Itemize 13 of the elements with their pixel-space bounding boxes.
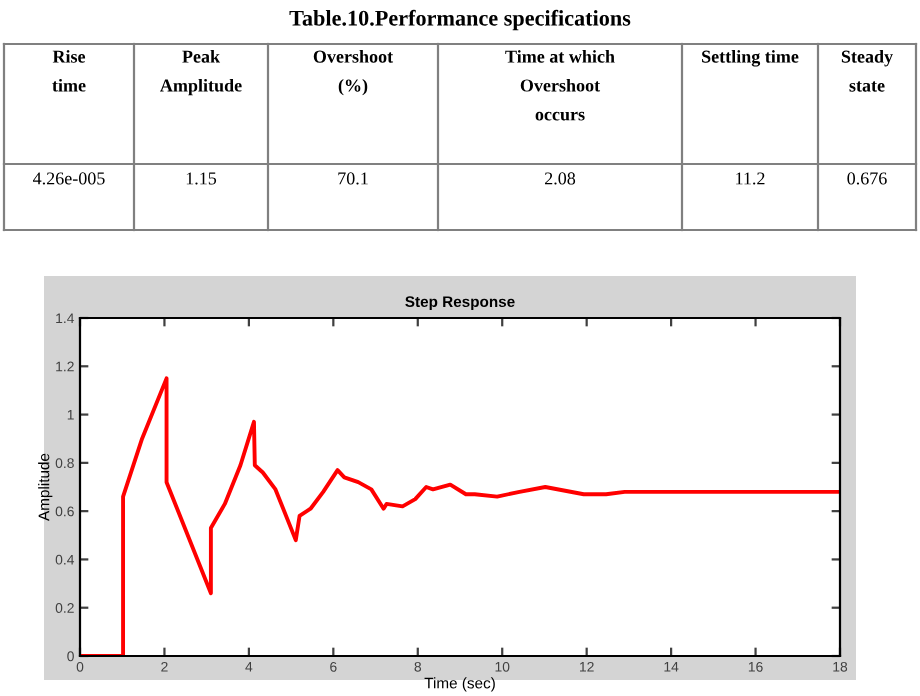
text: Table.10.Performance specifications bbox=[289, 9, 631, 31]
text: 2.08 bbox=[544, 172, 576, 185]
text: 4.26e-005 bbox=[33, 172, 105, 185]
category-label: Settling time bbox=[702, 50, 799, 67]
category-label: Peak Amplitude bbox=[160, 50, 242, 96]
text: 11.2 bbox=[736, 172, 765, 185]
category-label: Overshoot (%) bbox=[313, 50, 394, 96]
text: 0.676 bbox=[847, 172, 887, 185]
category-label: Rise time bbox=[52, 50, 86, 92]
text: 70.1 bbox=[338, 172, 368, 185]
text: 1.15 bbox=[186, 172, 217, 185]
category-label: Steady state bbox=[841, 50, 893, 92]
category-label: Time at which Overshoot occurs bbox=[505, 50, 615, 121]
